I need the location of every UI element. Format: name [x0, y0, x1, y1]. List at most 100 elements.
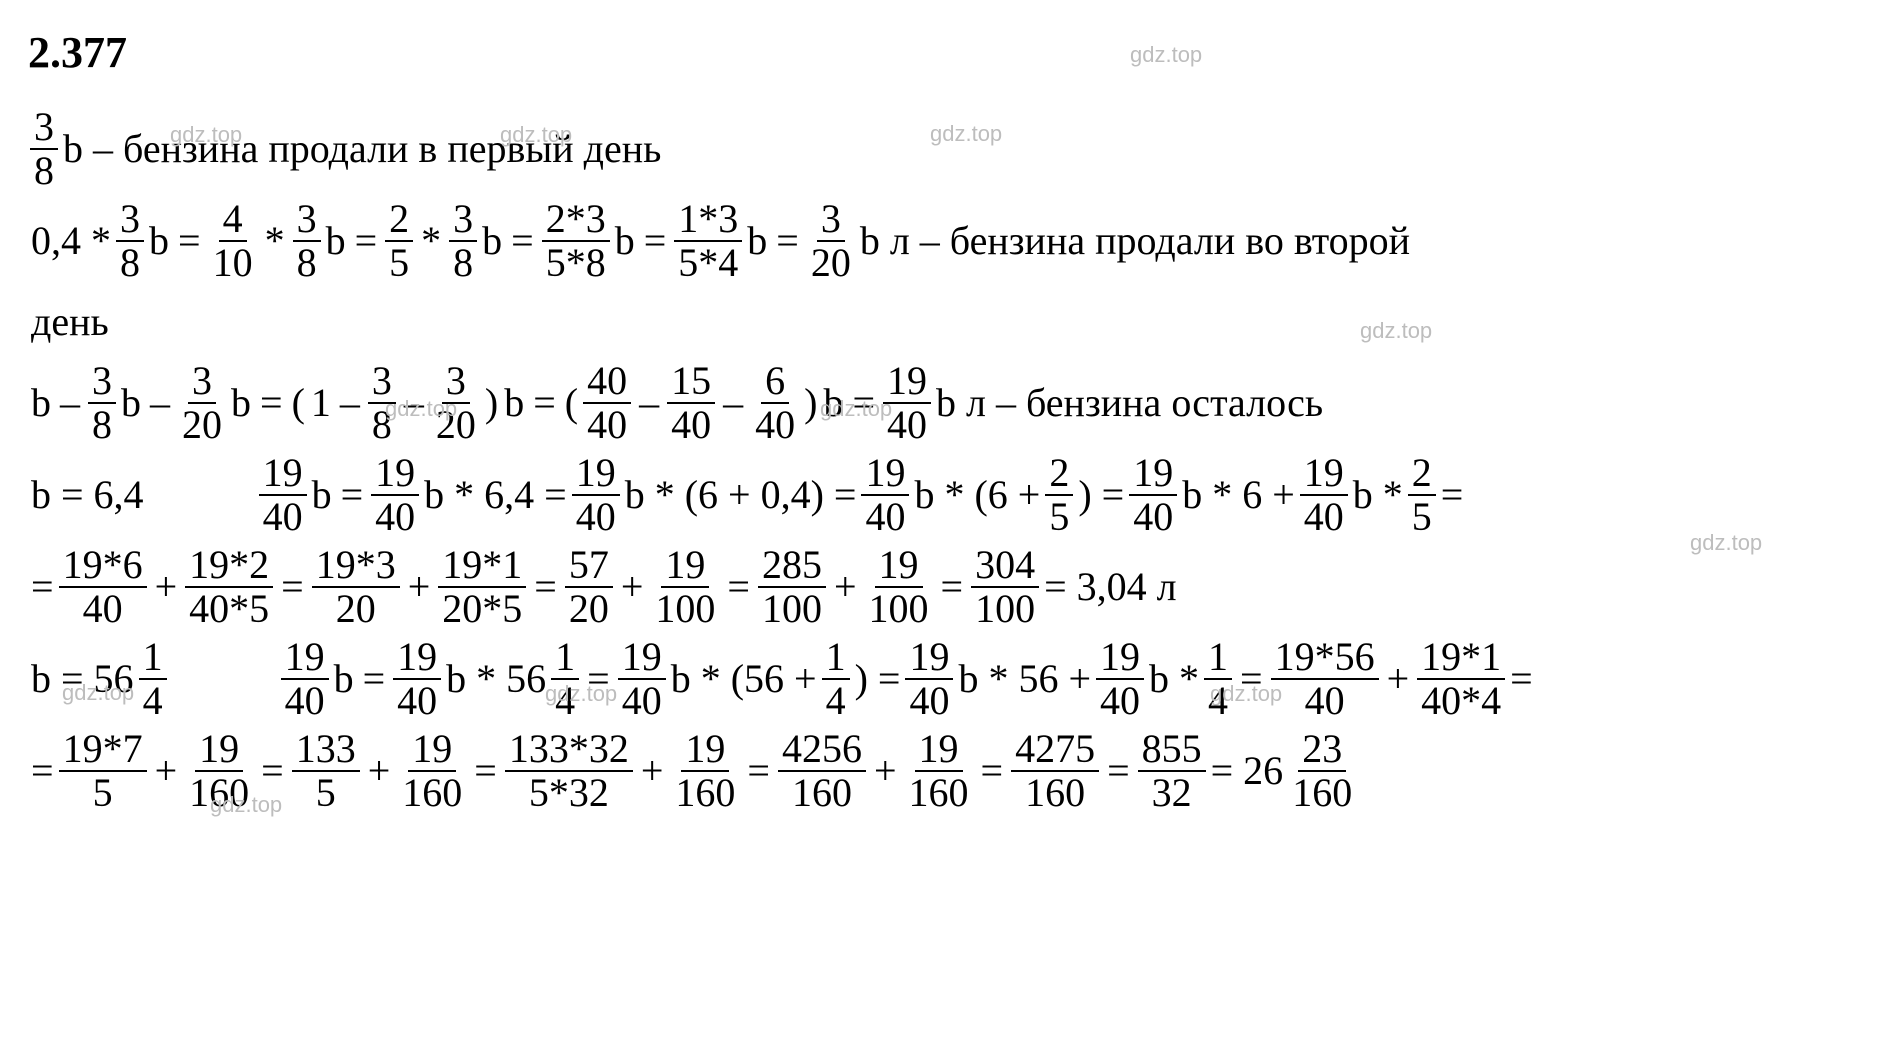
eq: =	[644, 209, 667, 273]
mid4: b * 56 +	[958, 647, 1091, 711]
frac: 133*325*32	[505, 728, 633, 814]
minus: –	[150, 371, 170, 435]
frac: 19160	[671, 728, 739, 814]
plus: +	[155, 739, 178, 803]
mid5: b *	[1149, 647, 1199, 711]
frac: 19100	[865, 544, 933, 630]
b: b	[326, 209, 346, 273]
plus: +	[874, 739, 897, 803]
frac: 19100	[651, 544, 719, 630]
plus: +	[1387, 647, 1410, 711]
mid3: ) =	[855, 647, 901, 711]
frac: 25	[1408, 452, 1436, 538]
frac: 19*140*4	[1417, 636, 1505, 722]
frac: 640	[751, 360, 799, 446]
eq: =	[533, 371, 556, 435]
frac: 320	[178, 360, 226, 446]
frac: 14	[822, 636, 850, 722]
eq: =	[747, 739, 770, 803]
b: b	[312, 463, 332, 527]
frac: 38	[449, 198, 477, 284]
eq: =	[474, 739, 497, 803]
frac: 1940	[905, 636, 953, 722]
line-5: = 19*640 + 19*240*5 = 19*320 + 19*120*5 …	[28, 544, 1875, 630]
frac: 285100	[758, 544, 826, 630]
minus: –	[404, 371, 424, 435]
line-1: 3 8 b – бензина продали в первый день	[28, 106, 1875, 192]
eq: =	[534, 555, 557, 619]
frac: 1940	[572, 452, 620, 538]
frac: 1940	[861, 452, 909, 538]
frac: 25	[385, 198, 413, 284]
eq: =	[941, 555, 964, 619]
frac: 1940	[618, 636, 666, 722]
eq: =	[587, 647, 610, 711]
line3-tail: b л – бензина осталось	[936, 371, 1323, 435]
zero-four-times: 0,4 *	[31, 209, 111, 273]
lead-eq: =	[31, 739, 54, 803]
frac: 19*320	[312, 544, 400, 630]
mid: b * 6,4 =	[424, 463, 567, 527]
b: b	[31, 371, 51, 435]
mid5: b *	[1353, 463, 1403, 527]
frac: 410	[209, 198, 257, 284]
star: *	[265, 209, 285, 273]
eq: =	[363, 647, 386, 711]
lparen: (	[292, 371, 305, 435]
line-6: b = 56 14 1940 b = 1940 b * 56 14 = 1940…	[28, 636, 1875, 722]
eq: =	[1107, 739, 1130, 803]
problem-number-heading: 2.377	[28, 18, 1875, 88]
b: b	[121, 371, 141, 435]
plus: +	[621, 555, 644, 619]
line-3: b – 38 b – 320 b = ( 1 – 38 – 320 ) b = …	[28, 360, 1875, 446]
eq: =	[852, 371, 875, 435]
rparen: )	[485, 371, 498, 435]
frac: 320	[807, 198, 855, 284]
b: b	[504, 371, 524, 435]
frac: 1940	[393, 636, 441, 722]
frac: 25	[1045, 452, 1073, 538]
eq: =	[1240, 647, 1263, 711]
b: b	[823, 371, 843, 435]
b-eq-56: b = 56	[31, 647, 134, 711]
trail-eq: =	[1510, 647, 1533, 711]
frac: 1940	[259, 452, 307, 538]
frac: 14	[551, 636, 579, 722]
line-7: = 19*75 + 19160 = 1335 + 19160 = 133*325…	[28, 728, 1875, 814]
frac: 1940	[1129, 452, 1177, 538]
b: b	[482, 209, 502, 273]
lparen: (	[565, 371, 578, 435]
line2-cont-text: день	[31, 290, 109, 354]
frac: 1335	[292, 728, 360, 814]
math-solution-page: 2.377 3 8 b – бензина продали в первый д…	[0, 0, 1903, 838]
frac: 5720	[565, 544, 613, 630]
result1: = 3,04 л	[1044, 555, 1177, 619]
frac: 1540	[667, 360, 715, 446]
one: 1	[311, 371, 331, 435]
b: b	[149, 209, 169, 273]
plus: +	[641, 739, 664, 803]
frac: 19160	[905, 728, 973, 814]
frac-3-8: 3 8	[30, 106, 58, 192]
frac: 38	[88, 360, 116, 446]
frac: 304100	[971, 544, 1039, 630]
eq: =	[261, 739, 284, 803]
eq: =	[511, 209, 534, 273]
mid3: b * (6 +	[914, 463, 1040, 527]
frac: 19*120*5	[438, 544, 526, 630]
frac: 1940	[371, 452, 419, 538]
frac: 19*640	[59, 544, 147, 630]
b: b	[615, 209, 635, 273]
minus: –	[723, 371, 743, 435]
minus: –	[639, 371, 659, 435]
mid4: b * 6 +	[1182, 463, 1295, 527]
frac: 14	[1204, 636, 1232, 722]
b-eq-6-4: b = 6,4	[31, 463, 144, 527]
result2: = 26	[1211, 739, 1284, 803]
frac: 1940	[1300, 452, 1348, 538]
frac: 320	[432, 360, 480, 446]
plus: +	[368, 739, 391, 803]
rparen: )	[804, 371, 817, 435]
frac: 19*75	[59, 728, 147, 814]
eq: =	[981, 739, 1004, 803]
